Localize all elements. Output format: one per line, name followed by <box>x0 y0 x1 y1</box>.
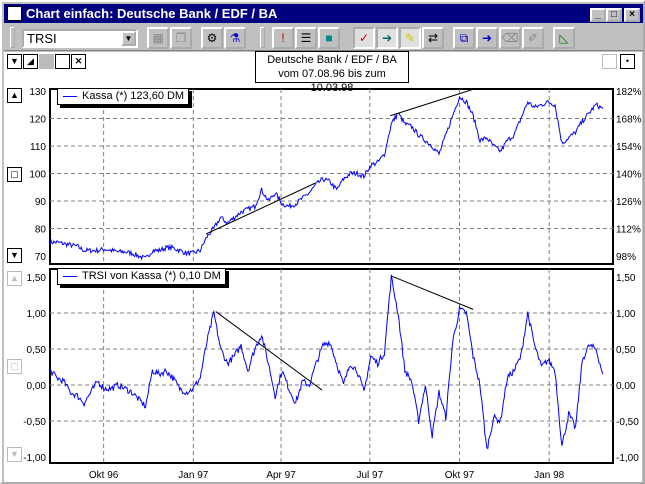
y-tick-label-right: 1,50 <box>616 273 636 284</box>
y-tick-label: 1,50 <box>27 273 47 284</box>
y-tick-label-right: 168% <box>616 115 642 126</box>
y-tick-label-right: 98% <box>616 252 636 263</box>
scroll-up-icon[interactable]: ▲ <box>7 88 22 103</box>
ruler-triangle-button[interactable]: ◺ <box>553 27 575 49</box>
maximize-button[interactable]: □ <box>606 8 622 22</box>
trendline <box>390 89 473 117</box>
arrow-right-button[interactable]: ➔ <box>376 27 398 49</box>
report-alert-button[interactable]: ! <box>272 27 294 49</box>
toolbar: TRSI ▼ ▦ ❐ ⚙ ⚗ ! ☰ ■ ✓ ➔ ✎ ⇄ ⧉ ➜ ⌫ ✐ ◺ <box>4 24 643 51</box>
maximize-pane-icon-lower[interactable]: ▢ <box>7 359 22 374</box>
y-tick-label: -1,00 <box>23 453 46 464</box>
scroll-down-icon[interactable]: ▼ <box>7 248 22 263</box>
y-tick-label: 130 <box>29 87 46 98</box>
chart-app-icon <box>7 6 22 21</box>
x-tick-label: Jan 97 <box>178 470 208 481</box>
toolbar-grip-2[interactable] <box>260 27 265 48</box>
x-tick-label: Jan 98 <box>534 470 564 481</box>
pane-frame-1 <box>49 268 614 464</box>
y-tick-label: 70 <box>35 252 47 263</box>
x-tick-label: Apr 97 <box>266 470 296 481</box>
eraser-button[interactable]: ⌫ <box>499 27 521 49</box>
legend-trsi: TRSI von Kassa (*) 0,10 DM <box>57 268 226 285</box>
y-tick-label: 100 <box>29 170 46 181</box>
indicator-value: TRSI <box>27 31 57 46</box>
scroll-up-icon-lower[interactable]: ▲ <box>7 271 22 286</box>
pane-frame-0 <box>49 88 614 265</box>
security-name: Deutsche Bank / EDF / BA <box>267 54 397 66</box>
window-title: Chart einfach: Deutsche Bank / EDF / BA <box>26 6 278 21</box>
legend-kassa: Kassa (*) 123,60 DM <box>57 88 190 105</box>
flask-button[interactable]: ⚗ <box>224 27 246 49</box>
y-tick-label-right: 1,00 <box>616 309 636 320</box>
text-doc-button[interactable]: ☰ <box>295 27 317 49</box>
y-tick-label: 0,00 <box>27 381 47 392</box>
checklist-button[interactable]: ✓ <box>353 27 375 49</box>
brush-button[interactable]: ✐ <box>522 27 544 49</box>
y-tick-label: 0,50 <box>27 345 47 356</box>
fill-icon[interactable] <box>39 54 54 69</box>
close-button[interactable]: × <box>624 8 640 22</box>
y-tick-label-right: 126% <box>616 197 642 208</box>
toolbar-grip[interactable] <box>10 27 15 48</box>
y-tick-label: 1,00 <box>27 309 47 320</box>
title-bar: Chart einfach: Deutsche Bank / EDF / BA … <box>4 4 643 23</box>
y-tick-label: -0,50 <box>23 417 46 428</box>
trendline <box>215 311 323 391</box>
panel-icon[interactable] <box>602 54 617 69</box>
x-tick-label: Okt 96 <box>89 470 119 481</box>
collapse-icon[interactable]: ▼ <box>7 54 22 69</box>
y-tick-label: 110 <box>30 142 46 153</box>
x-tick-label: Jul 97 <box>356 470 383 481</box>
chevron-down-icon[interactable]: ▼ <box>121 31 136 46</box>
settings-button[interactable]: ⚙ <box>201 27 223 49</box>
delete-icon[interactable]: ✕ <box>71 54 86 69</box>
y-tick-label-right: -0,50 <box>616 417 639 428</box>
maximize-pane-icon[interactable]: ▢ <box>7 167 22 182</box>
pencil-button[interactable]: ✎ <box>399 27 421 49</box>
y-tick-label: 120 <box>29 115 46 126</box>
swap-arrows-button[interactable]: ⇄ <box>422 27 444 49</box>
scroll-down-icon-lower[interactable]: ▼ <box>7 447 22 462</box>
y-tick-label-right: 0,00 <box>616 381 636 392</box>
minimize-button[interactable]: _ <box>590 8 606 22</box>
dot-icon[interactable]: • <box>620 54 635 69</box>
y-tick-label-right: 0,50 <box>616 345 636 356</box>
y-tick-label: 90 <box>35 197 47 208</box>
y-tick-label-right: 140% <box>616 170 642 181</box>
3d-box-button[interactable]: ■ <box>318 27 340 49</box>
y-tick-label-right: 182% <box>616 87 642 98</box>
resize-icon[interactable]: ◢ <box>23 54 38 69</box>
x-tick-label: Okt 97 <box>445 470 475 481</box>
y-tick-label-right: -1,00 <box>616 453 639 464</box>
import-button[interactable]: ➜ <box>476 27 498 49</box>
trendline <box>392 275 474 310</box>
chart-grid-button[interactable]: ▦ <box>147 27 169 49</box>
series-line-0 <box>49 96 604 261</box>
frame-icon[interactable] <box>55 54 70 69</box>
chart-area <box>4 52 642 482</box>
copy-button[interactable]: ❐ <box>170 27 192 49</box>
y-tick-label: 80 <box>35 225 47 236</box>
series-line-1 <box>49 274 604 450</box>
trendline <box>205 182 316 235</box>
y-tick-label-right: 112% <box>616 225 641 236</box>
indicator-select[interactable]: TRSI ▼ <box>22 29 138 48</box>
windows-button[interactable]: ⧉ <box>453 27 475 49</box>
y-tick-label-right: 154% <box>616 142 642 153</box>
